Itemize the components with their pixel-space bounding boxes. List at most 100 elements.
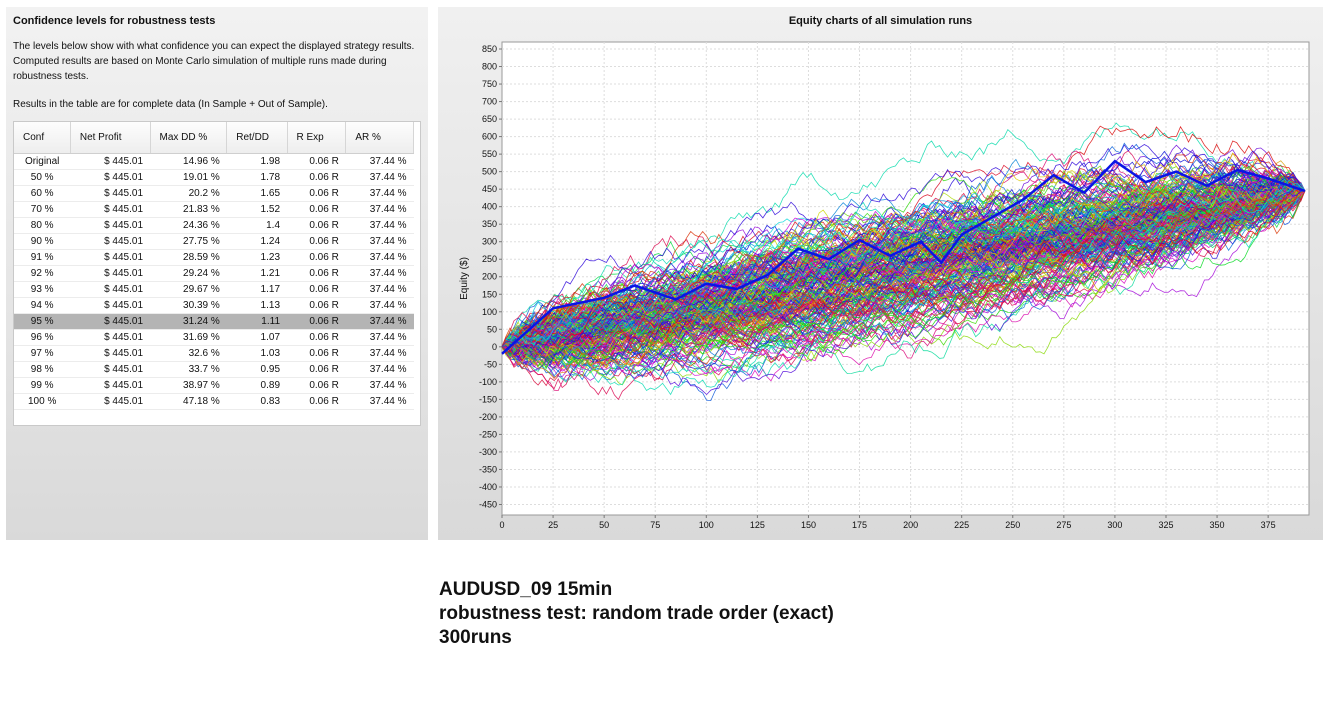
cell-r-exp: 0.06 R [287,377,346,394]
cell-ar: 37.44 % [345,185,414,202]
cell-ret-dd: 1.98 [226,153,288,170]
column-header-ret-dd[interactable]: Ret/DD [226,122,288,154]
table-row[interactable]: 93 % $ 445.01 29.67 % 1.17 0.06 R 37.44 % [14,281,414,298]
cell-conf: 70 % [14,201,71,218]
simulation-run-line [501,150,1306,348]
cell-ar: 37.44 % [345,313,414,330]
cell-ret-dd: 0.95 [226,361,288,378]
simulation-run-line [501,190,1306,359]
column-header-conf[interactable]: Conf [14,122,71,154]
cell-net-profit: $ 445.01 [70,313,151,330]
cell-max-dd: 29.67 % [150,281,227,298]
table-body: Original $ 445.01 14.96 % 1.98 0.06 R 37.44 %… [14,153,414,410]
cell-ret-dd: 0.83 [226,393,288,410]
confidence-table-container: Conf Net Profit Max DD % Ret/DD R Exp AR… [13,121,421,426]
y-tick-label: 550 [482,149,497,159]
cell-max-dd: 30.39 % [150,297,227,314]
cell-net-profit: $ 445.01 [70,377,151,394]
cell-ret-dd: 1.07 [226,329,288,346]
x-tick-label: 0 [499,520,504,530]
table-row[interactable]: 80 % $ 445.01 24.36 % 1.4 0.06 R 37.44 % [14,217,414,234]
table-row[interactable]: 99 % $ 445.01 38.97 % 0.89 0.06 R 37.44 % [14,377,414,394]
column-header-max-dd[interactable]: Max DD % [150,122,228,154]
simulation-run-line [501,182,1306,349]
cell-ret-dd: 1.52 [226,201,288,218]
simulation-run-line [501,185,1306,367]
cell-conf: 92 % [14,265,71,282]
table-row[interactable]: 96 % $ 445.01 31.69 % 1.07 0.06 R 37.44 % [14,329,414,346]
cell-net-profit: $ 445.01 [70,233,151,250]
table-row[interactable]: 97 % $ 445.01 32.6 % 1.03 0.06 R 37.44 % [14,345,414,362]
x-tick-label: 300 [1107,520,1122,530]
column-header-ar[interactable]: AR % [345,122,414,154]
y-tick-label: 750 [482,79,497,89]
table-row[interactable]: 98 % $ 445.01 33.7 % 0.95 0.06 R 37.44 % [14,361,414,378]
cell-conf: 91 % [14,249,71,266]
chart-title: Equity charts of all simulation runs [788,15,973,27]
table-row[interactable]: 94 % $ 445.01 30.39 % 1.13 0.06 R 37.44 % [14,297,414,314]
x-tick-label: 25 [548,520,558,530]
table-row[interactable]: 70 % $ 445.01 21.83 % 1.52 0.06 R 37.44 % [14,201,414,218]
y-tick-label: 50 [487,324,497,334]
cell-max-dd: 28.59 % [150,249,227,266]
table-row[interactable]: 95 % $ 445.01 31.24 % 1.11 0.06 R 37.44 % [14,313,414,330]
column-header-r-exp[interactable]: R Exp [287,122,347,154]
x-tick-label: 200 [903,520,918,530]
cell-conf: 50 % [14,169,71,186]
simulation-run-line [501,190,1306,396]
table-row[interactable]: 92 % $ 445.01 29.24 % 1.21 0.06 R 37.44 % [14,265,414,282]
cell-r-exp: 0.06 R [287,201,346,218]
cell-ret-dd: 1.23 [226,249,288,266]
cell-conf: 95 % [14,313,71,330]
original-equity-line [501,159,1306,355]
x-tick-label: 275 [1056,520,1071,530]
cell-r-exp: 0.06 R [287,329,346,346]
column-header-net-profit[interactable]: Net Profit [70,122,151,154]
cell-max-dd: 14.96 % [150,153,227,170]
cell-ar: 37.44 % [345,393,414,410]
cell-ar: 37.44 % [345,153,414,170]
y-tick-label: 650 [482,114,497,124]
cell-max-dd: 21.83 % [150,201,227,218]
simulation-run-line [501,190,1306,367]
cell-net-profit: $ 445.01 [70,297,151,314]
cell-max-dd: 29.24 % [150,265,227,282]
y-tick-label: 350 [482,219,497,229]
simulation-run-line [501,188,1306,377]
y-tick-label: -350 [479,464,497,474]
table-row[interactable]: 90 % $ 445.01 27.75 % 1.24 0.06 R 37.44 % [14,233,414,250]
simulation-run-line [501,182,1305,352]
y-tick-label: 200 [482,272,497,282]
equity-chart-panel: Equity charts of all simulation runs -45… [438,7,1323,540]
table-row[interactable]: 50 % $ 445.01 19.01 % 1.78 0.06 R 37.44 % [14,169,414,186]
cell-conf: 93 % [14,281,71,298]
simulation-run-line [501,189,1306,348]
cell-ret-dd: 1.03 [226,345,288,362]
y-tick-label: 600 [482,132,497,142]
simulation-run-line [501,172,1306,364]
table-row[interactable]: 100 % $ 445.01 47.18 % 0.83 0.06 R 37.44 % [14,393,414,410]
cell-max-dd: 33.7 % [150,361,227,378]
y-tick-label: -250 [479,429,497,439]
simulation-run-line [501,172,1306,347]
cell-max-dd: 31.69 % [150,329,227,346]
table-row[interactable]: 60 % $ 445.01 20.2 % 1.65 0.06 R 37.44 % [14,185,414,202]
simulation-run-line [501,176,1305,349]
simulation-run-line [501,184,1306,347]
cell-net-profit: $ 445.01 [70,329,151,346]
cell-conf: 90 % [14,233,71,250]
cell-max-dd: 38.97 % [150,377,227,394]
x-tick-label: 175 [852,520,867,530]
cell-r-exp: 0.06 R [287,393,346,410]
cell-max-dd: 27.75 % [150,233,227,250]
table-row[interactable]: Original $ 445.01 14.96 % 1.98 0.06 R 37.44 % [14,153,414,170]
cell-ar: 37.44 % [345,345,414,362]
y-axis-label: Equity ($) [459,257,470,300]
simulation-run-line [501,173,1306,379]
y-tick-label: -300 [479,447,497,457]
simulation-run-line [501,189,1305,379]
cell-ar: 37.44 % [345,169,414,186]
cell-net-profit: $ 445.01 [70,393,151,410]
table-row[interactable]: 91 % $ 445.01 28.59 % 1.23 0.06 R 37.44 % [14,249,414,266]
x-tick-label: 100 [699,520,714,530]
